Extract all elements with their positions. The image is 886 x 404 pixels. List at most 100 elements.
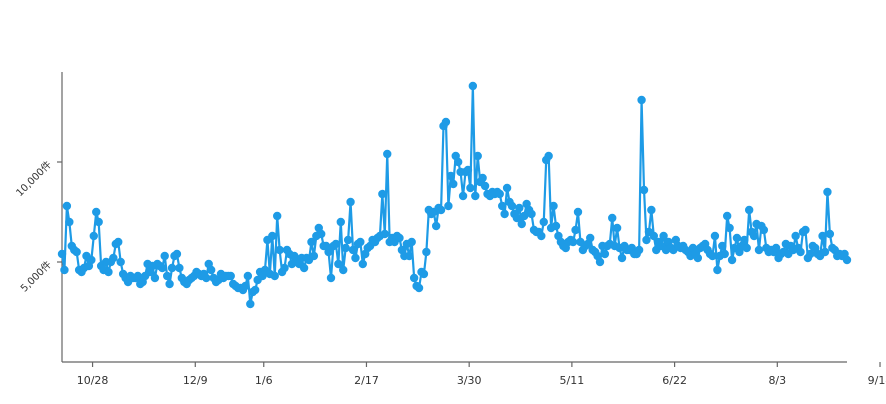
data-point: [637, 95, 646, 105]
data-point: [165, 279, 174, 289]
data-point: [172, 249, 182, 259]
data-point: [727, 255, 737, 265]
data-point: [299, 263, 309, 273]
data-point: [268, 231, 277, 241]
data-point: [842, 255, 852, 265]
data-point: [343, 235, 353, 245]
data-point: [480, 181, 490, 191]
data-point: [331, 239, 341, 249]
data-point: [539, 217, 548, 227]
data-point: [771, 243, 781, 253]
data-point: [422, 247, 431, 257]
data-point: [114, 237, 123, 247]
data-point: [116, 257, 125, 267]
x-tick-label: 3/30: [457, 374, 482, 387]
data-point: [453, 157, 463, 167]
data-point: [517, 219, 526, 229]
data-point: [612, 223, 622, 233]
data-point: [749, 231, 759, 241]
data-point: [500, 209, 509, 219]
data-point: [436, 205, 446, 215]
data-point: [72, 247, 81, 257]
data-point: [324, 247, 333, 257]
data-point: [708, 251, 717, 261]
data-point: [414, 283, 424, 293]
data-point: [270, 271, 279, 281]
data-point: [586, 233, 595, 243]
data-point: [150, 273, 160, 283]
data-point: [167, 263, 177, 273]
data-point: [273, 211, 282, 221]
data-point: [449, 179, 458, 189]
y-tick-label: 5,000件: [18, 259, 54, 295]
data-point: [334, 259, 343, 269]
data-point: [497, 201, 507, 211]
data-point: [495, 189, 504, 199]
y-tick-label: 10,000件: [14, 159, 54, 199]
data-point: [571, 225, 580, 235]
data-point: [358, 259, 367, 269]
data-point: [527, 209, 536, 219]
data-point: [617, 253, 627, 263]
data-point: [444, 201, 453, 211]
data-point: [348, 245, 358, 255]
data-point: [87, 255, 96, 265]
data-point: [317, 229, 326, 239]
data-point: [515, 203, 524, 213]
data-point: [441, 117, 451, 127]
data-point: [133, 271, 143, 281]
data-point: [725, 223, 734, 233]
x-tick-label: 10/28: [77, 374, 109, 387]
data-point: [160, 251, 169, 261]
data-point: [409, 273, 419, 283]
data-point: [512, 213, 522, 223]
data-point: [573, 207, 583, 217]
data-point: [759, 225, 769, 235]
data-point: [275, 245, 284, 255]
data-point: [647, 205, 656, 215]
data-point: [60, 265, 69, 275]
data-point: [634, 245, 644, 255]
data-point: [551, 221, 561, 231]
data-point: [823, 187, 832, 197]
data-point: [351, 253, 360, 263]
data-point: [202, 273, 211, 283]
data-point: [356, 237, 365, 247]
data-point: [241, 281, 250, 291]
x-tick-label: 2/17: [354, 374, 379, 387]
data-point: [642, 235, 651, 245]
data-point: [801, 225, 810, 235]
data-point: [549, 201, 558, 211]
data-point: [243, 271, 253, 281]
data-point: [309, 251, 319, 261]
data-point: [595, 257, 605, 267]
data-point: [608, 213, 617, 223]
x-tick-label: 6/22: [662, 374, 687, 387]
x-tick-label: 8/3: [768, 374, 786, 387]
data-point: [62, 201, 72, 211]
data-point: [466, 183, 475, 193]
x-axis-ticks: 10/28 12/9 1/6 2/17 3/30 5/11 6/22 8/3 9/14: [77, 362, 886, 387]
data-point: [104, 267, 113, 277]
x-tick-label: 12/9: [183, 374, 208, 387]
data-point: [463, 165, 473, 175]
data-point: [94, 217, 103, 227]
data-point: [502, 183, 512, 193]
data-point: [742, 243, 751, 253]
chart-plot-area: 5,000件 10,000件 10/28 12/9 1/6 2/17 3/30 5/11 6/…: [14, 72, 886, 387]
data-point: [722, 211, 732, 221]
data-point: [713, 265, 722, 275]
x-tick-label: 5/11: [560, 374, 585, 387]
data-point: [280, 263, 289, 273]
data-point: [162, 271, 172, 281]
data-point: [754, 245, 764, 255]
y-axis-ticks: 5,000件 10,000件: [14, 159, 62, 295]
data-point: [419, 269, 429, 279]
data-point: [206, 265, 216, 275]
data-point: [820, 247, 830, 257]
data-point: [383, 149, 392, 159]
data-point: [407, 237, 416, 247]
data-point: [818, 231, 827, 241]
series-layer: [57, 81, 852, 309]
